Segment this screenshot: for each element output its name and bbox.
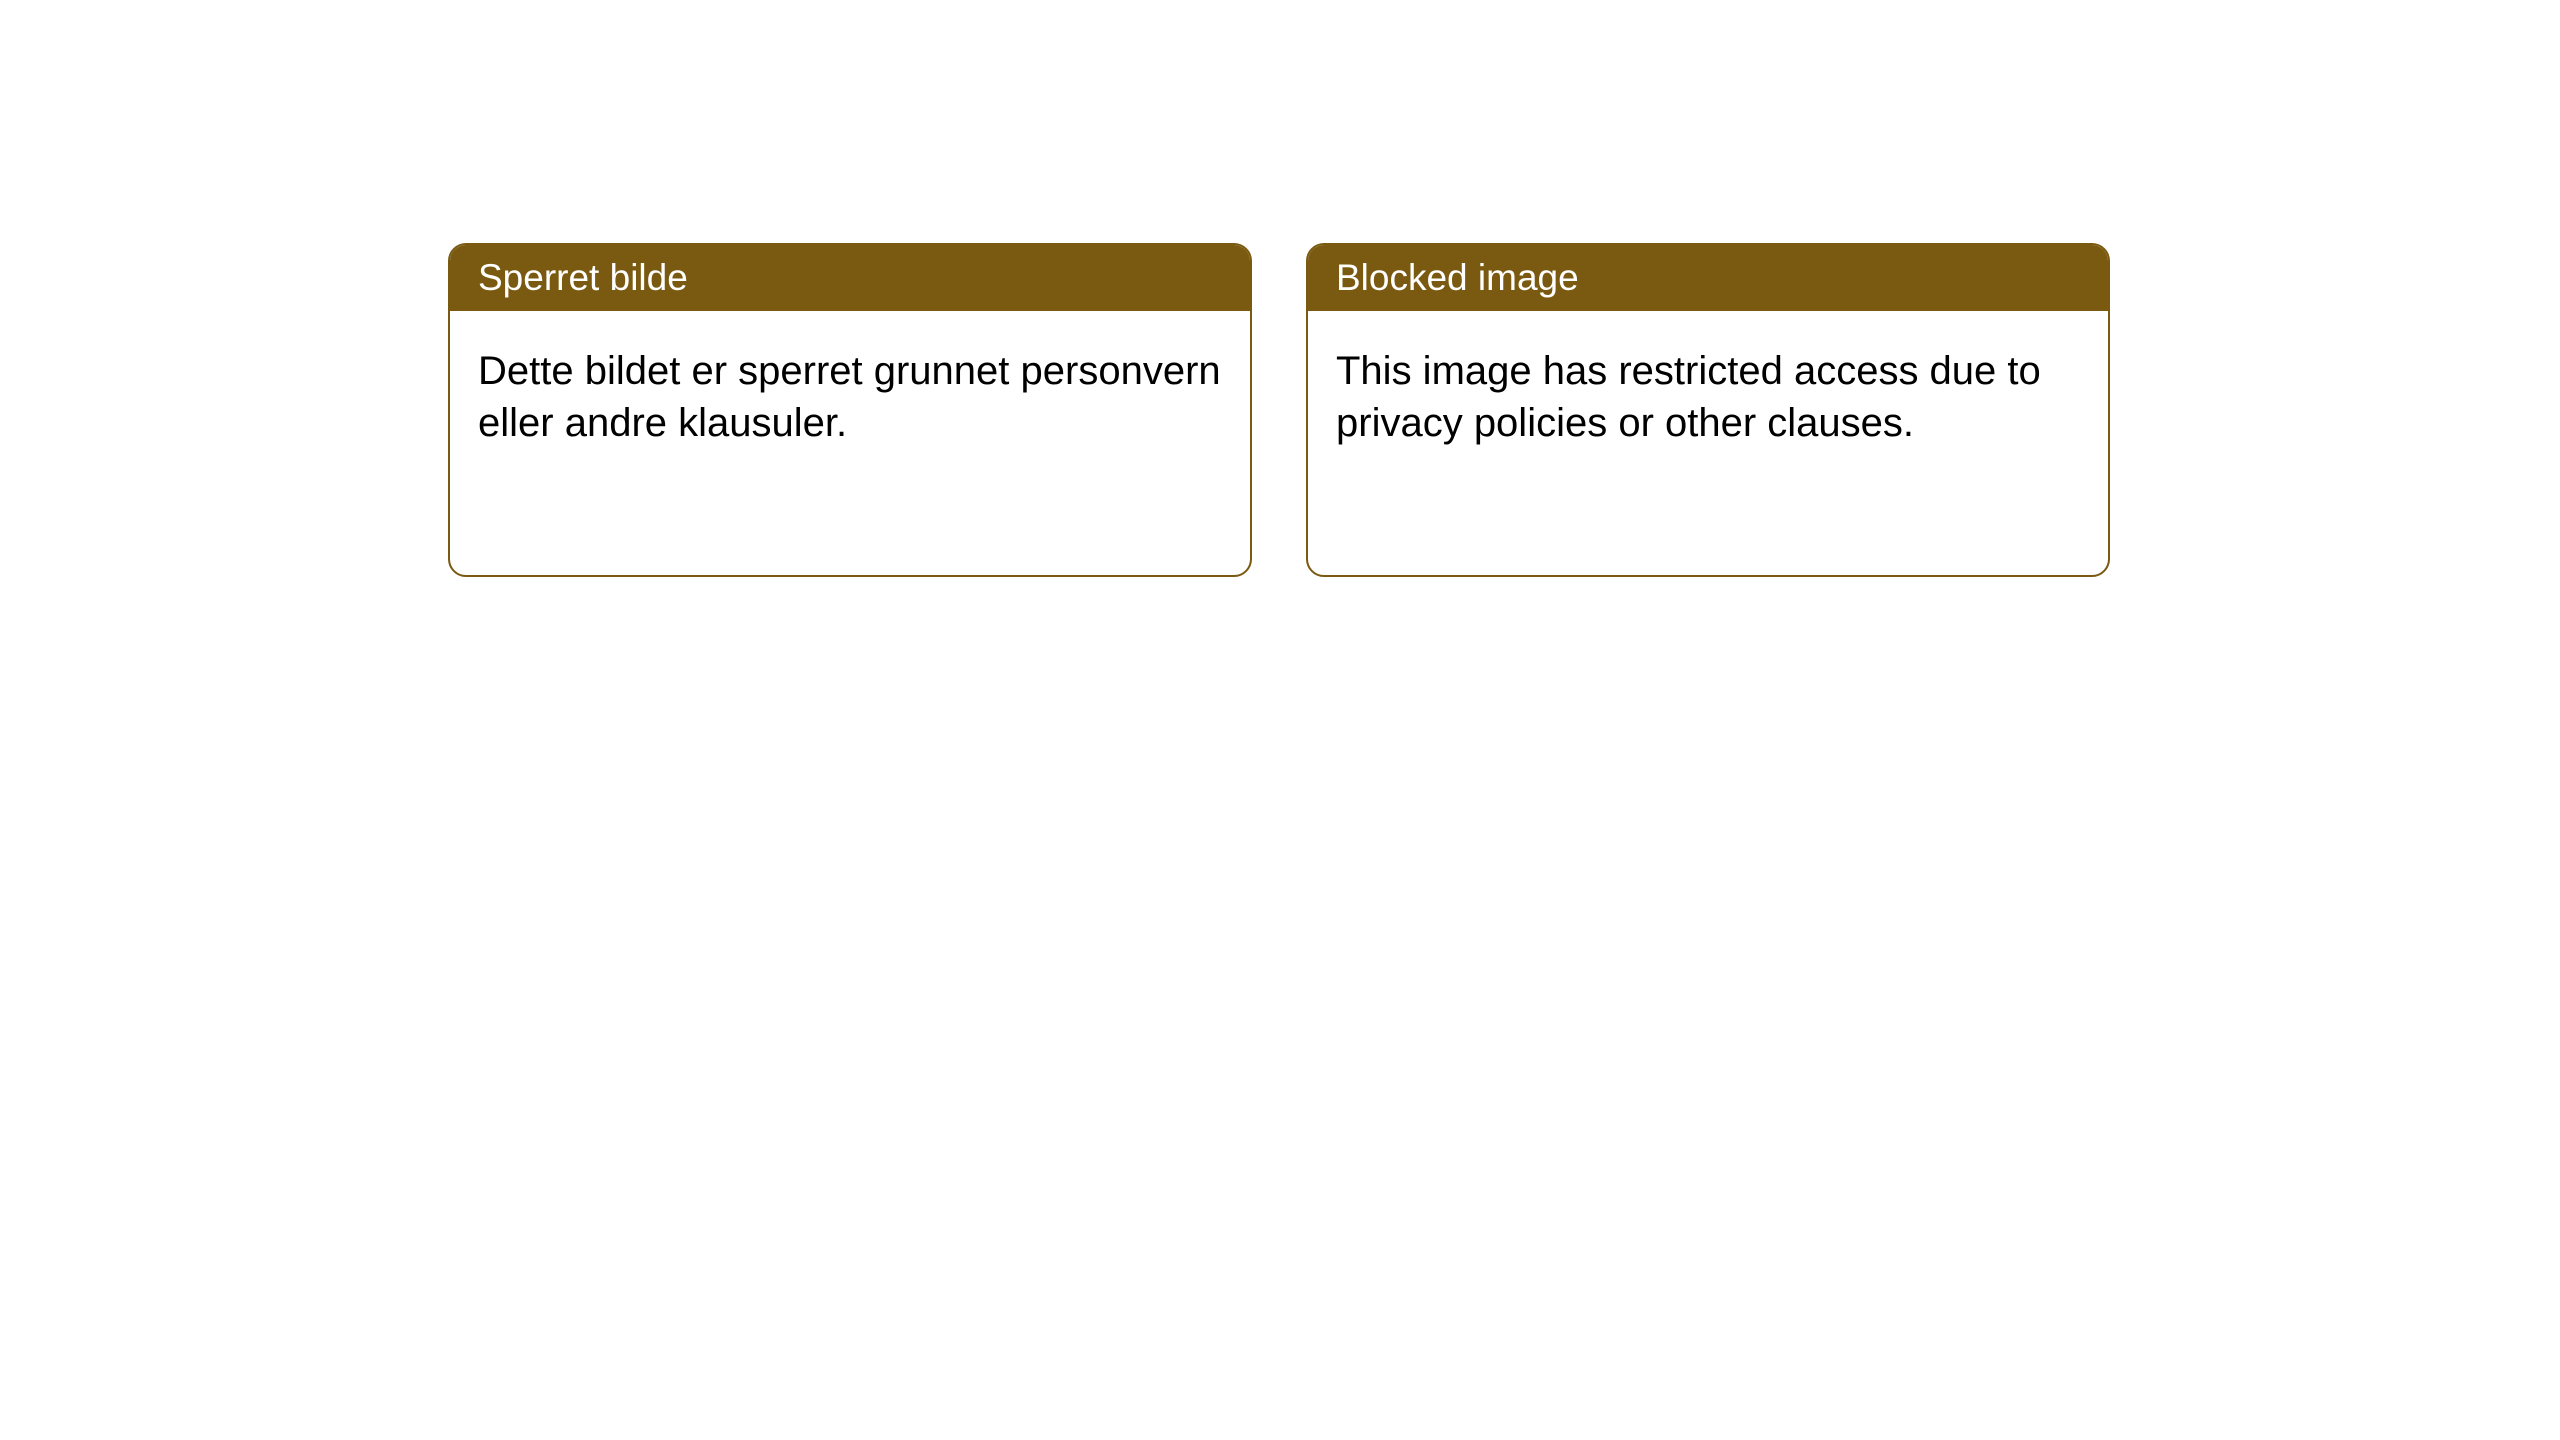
notice-body: Dette bildet er sperret grunnet personve… [450, 311, 1250, 483]
notice-body: This image has restricted access due to … [1308, 311, 2108, 483]
notice-card-english: Blocked image This image has restricted … [1306, 243, 2110, 577]
notice-header: Blocked image [1308, 245, 2108, 311]
notice-card-norwegian: Sperret bilde Dette bildet er sperret gr… [448, 243, 1252, 577]
notice-text: This image has restricted access due to … [1336, 349, 2041, 445]
notice-header: Sperret bilde [450, 245, 1250, 311]
notice-title: Blocked image [1336, 257, 1579, 298]
notice-text: Dette bildet er sperret grunnet personve… [478, 349, 1221, 445]
notice-cards-container: Sperret bilde Dette bildet er sperret gr… [448, 243, 2110, 577]
notice-title: Sperret bilde [478, 257, 688, 298]
